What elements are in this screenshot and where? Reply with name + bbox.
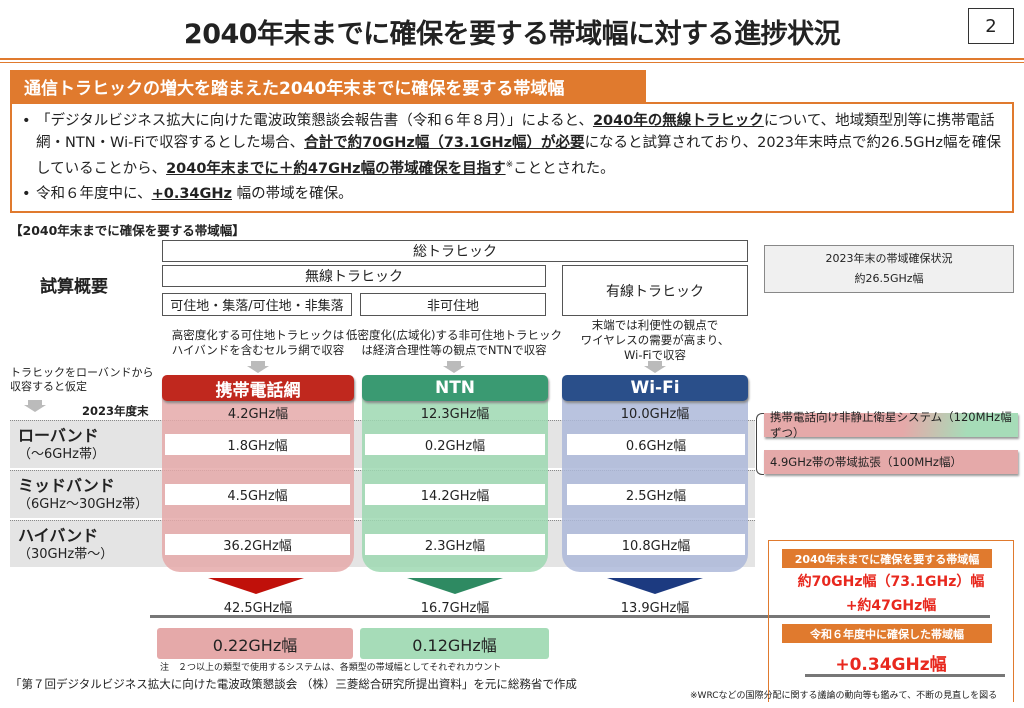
- bullet-2: 令和６年度中に、+0.34GHz 幅の帯域を確保。: [22, 183, 1004, 205]
- desc-wifi: 末端では利便性の観点で ワイヤレスの需要が高まり、 Wi-Fiで収容: [580, 318, 730, 362]
- band-name: ミッドバンド: [18, 476, 115, 495]
- source: 「第７回デジタルビジネス拡大に向けた電波政策懇談会 （株）三菱総合研究所提出資料…: [10, 677, 577, 691]
- item-satellite: 携帯電話向け非静止衛星システム（120MHz幅ずつ）: [764, 410, 1018, 440]
- wifi-high: 10.8GHz幅: [567, 534, 745, 555]
- text: 幅の帯域を確保。: [231, 185, 353, 202]
- year-label: 2023年度末: [82, 404, 149, 418]
- wifi-total: 13.9GHz幅: [620, 601, 690, 616]
- arrow-down-icon: [644, 361, 666, 373]
- wifi-header: Wi-Fi: [562, 375, 748, 401]
- habitable-box: 可住地・集落/可住地・非集落: [162, 293, 352, 316]
- band-high-label: ハイバンド （30GHz帯～）: [18, 526, 113, 564]
- cellular-current: 4.2GHz幅: [227, 407, 289, 422]
- emphasis: 2040年の無線トラヒック: [592, 113, 764, 129]
- band-name: ハイバンド: [18, 526, 99, 545]
- band-range: （30GHz帯～）: [18, 547, 114, 562]
- brace: [756, 413, 764, 475]
- footnote: ※WRCなどの国際分配に関する議論の動向等も鑑みて、不断の見直しを図る: [690, 691, 998, 701]
- arrow-down-icon: [24, 400, 46, 412]
- ntn-total: 16.7GHz幅: [420, 601, 490, 616]
- cellular-low: 1.8GHz幅: [165, 434, 350, 455]
- divider: [0, 58, 1024, 60]
- band-range: （6GHz～30GHz帯）: [18, 497, 149, 512]
- divider: [150, 615, 990, 618]
- ntn-header: NTN: [362, 375, 548, 401]
- divider: [0, 62, 1024, 63]
- desc-ntn: 低密度化(広域化)する非可住地トラヒック は経済合理性等の観点でNTNで収容: [346, 328, 562, 357]
- target-value: 約70GHz幅（73.1GHz）幅: [797, 574, 985, 590]
- target-box: [768, 540, 1014, 702]
- cellular-header: 携帯電話網: [162, 375, 354, 401]
- item-4-9ghz: 4.9GHz帯の帯域拡張（100MHz幅）: [764, 450, 1018, 474]
- page-title: 2040年末までに確保を要する帯域幅に対する進捗状況: [183, 19, 841, 50]
- status-title: 2023年末の帯域確保状況: [825, 252, 953, 265]
- page-number: 2: [968, 8, 1014, 44]
- wifi-current: 10.0GHz幅: [620, 407, 690, 422]
- arrow-down-icon: [443, 361, 465, 373]
- cellular-secured: 0.22GHz幅: [157, 628, 353, 659]
- wifi-mid: 2.5GHz幅: [567, 484, 745, 505]
- cellular-mid: 4.5GHz幅: [165, 484, 350, 505]
- cellular-total: 42.5GHz幅: [223, 601, 293, 616]
- band-name: ローバンド: [18, 426, 99, 445]
- wired-traffic-box: 有線トラヒック: [562, 265, 748, 316]
- non-habitable-box: 非可住地: [360, 293, 546, 316]
- arrow-down-icon: [247, 361, 269, 373]
- band-mid-label: ミッドバンド （6GHz～30GHz帯）: [18, 476, 148, 514]
- section-label: 【2040年末までに確保を要する帯域幅】: [10, 223, 245, 238]
- ntn-current: 12.3GHz幅: [420, 407, 490, 422]
- status-value: 約26.5GHz幅: [854, 272, 924, 285]
- arrow-down-icon: [407, 578, 503, 594]
- secured-header: 令和６年度中に確保した帯域幅: [782, 624, 992, 643]
- wifi-low: 0.6GHz幅: [567, 434, 745, 455]
- bullet-1: 「デジタルビジネス拡大に向けた電波政策懇談会報告書（令和６年８月）」によると、2…: [22, 110, 1004, 180]
- arrow-down-icon: [208, 578, 304, 594]
- text: になると試算されており、2023年末時点で約26.5GHz幅を確保していることか…: [36, 135, 1002, 177]
- arrow-down-icon: [607, 578, 703, 594]
- band-low-label: ローバンド （～6GHz帯）: [18, 426, 105, 464]
- secured-value: +0.34GHz幅: [835, 655, 947, 675]
- cellular-high: 36.2GHz幅: [165, 534, 350, 555]
- emphasis: 2040年末までに＋約47GHz幅の帯域確保を目指す: [166, 160, 506, 177]
- target-additional: +約47GHz幅: [845, 598, 937, 614]
- ntn-mid: 14.2GHz幅: [365, 484, 545, 505]
- emphasis: +0.34GHz: [151, 185, 232, 202]
- summary-header: 通信トラヒックの増大を踏まえた2040年末までに確保を要する帯域幅: [10, 70, 646, 103]
- text: こととされた。: [513, 160, 615, 177]
- assumption-label: トラヒックをローバンドから 収容すると仮定: [10, 366, 154, 393]
- band-range: （～6GHz帯）: [18, 447, 105, 462]
- ntn-high: 2.3GHz幅: [365, 534, 545, 555]
- overview-label: 試算概要: [40, 277, 108, 297]
- text: 「デジタルビジネス拡大に向けた電波政策懇談会報告書（令和６年８月）」によると、: [36, 113, 593, 129]
- target-header: 2040年末までに確保を要する帯域幅: [782, 549, 992, 568]
- ntn-secured: 0.12GHz幅: [360, 628, 549, 659]
- wireless-traffic-box: 無線トラヒック: [162, 265, 546, 287]
- status-box: 2023年末の帯域確保状況 約26.5GHz幅: [764, 245, 1014, 293]
- text: 令和６年度中に、: [36, 185, 152, 202]
- divider: [805, 674, 1005, 677]
- summary-box: 「デジタルビジネス拡大に向けた電波政策懇談会報告書（令和６年８月）」によると、2…: [10, 102, 1014, 213]
- text: について、地域類型別等に携帯電話網・NTN・Wi-Fiで収容するとした場合、: [36, 113, 995, 151]
- note-mark: ※: [505, 160, 514, 170]
- desc-cellular: 高密度化する可住地トラヒックは ハイバンドを含むセルラ網で収容: [171, 328, 345, 357]
- ntn-low: 0.2GHz幅: [365, 434, 545, 455]
- note: 注 ２つ以上の類型で使用するシステムは、各類型の帯域幅としてそれぞれカウント: [160, 663, 502, 673]
- emphasis: 合計で約70GHz幅（73.1GHz幅）が必要: [304, 135, 585, 151]
- total-traffic-box: 総トラヒック: [162, 240, 748, 262]
